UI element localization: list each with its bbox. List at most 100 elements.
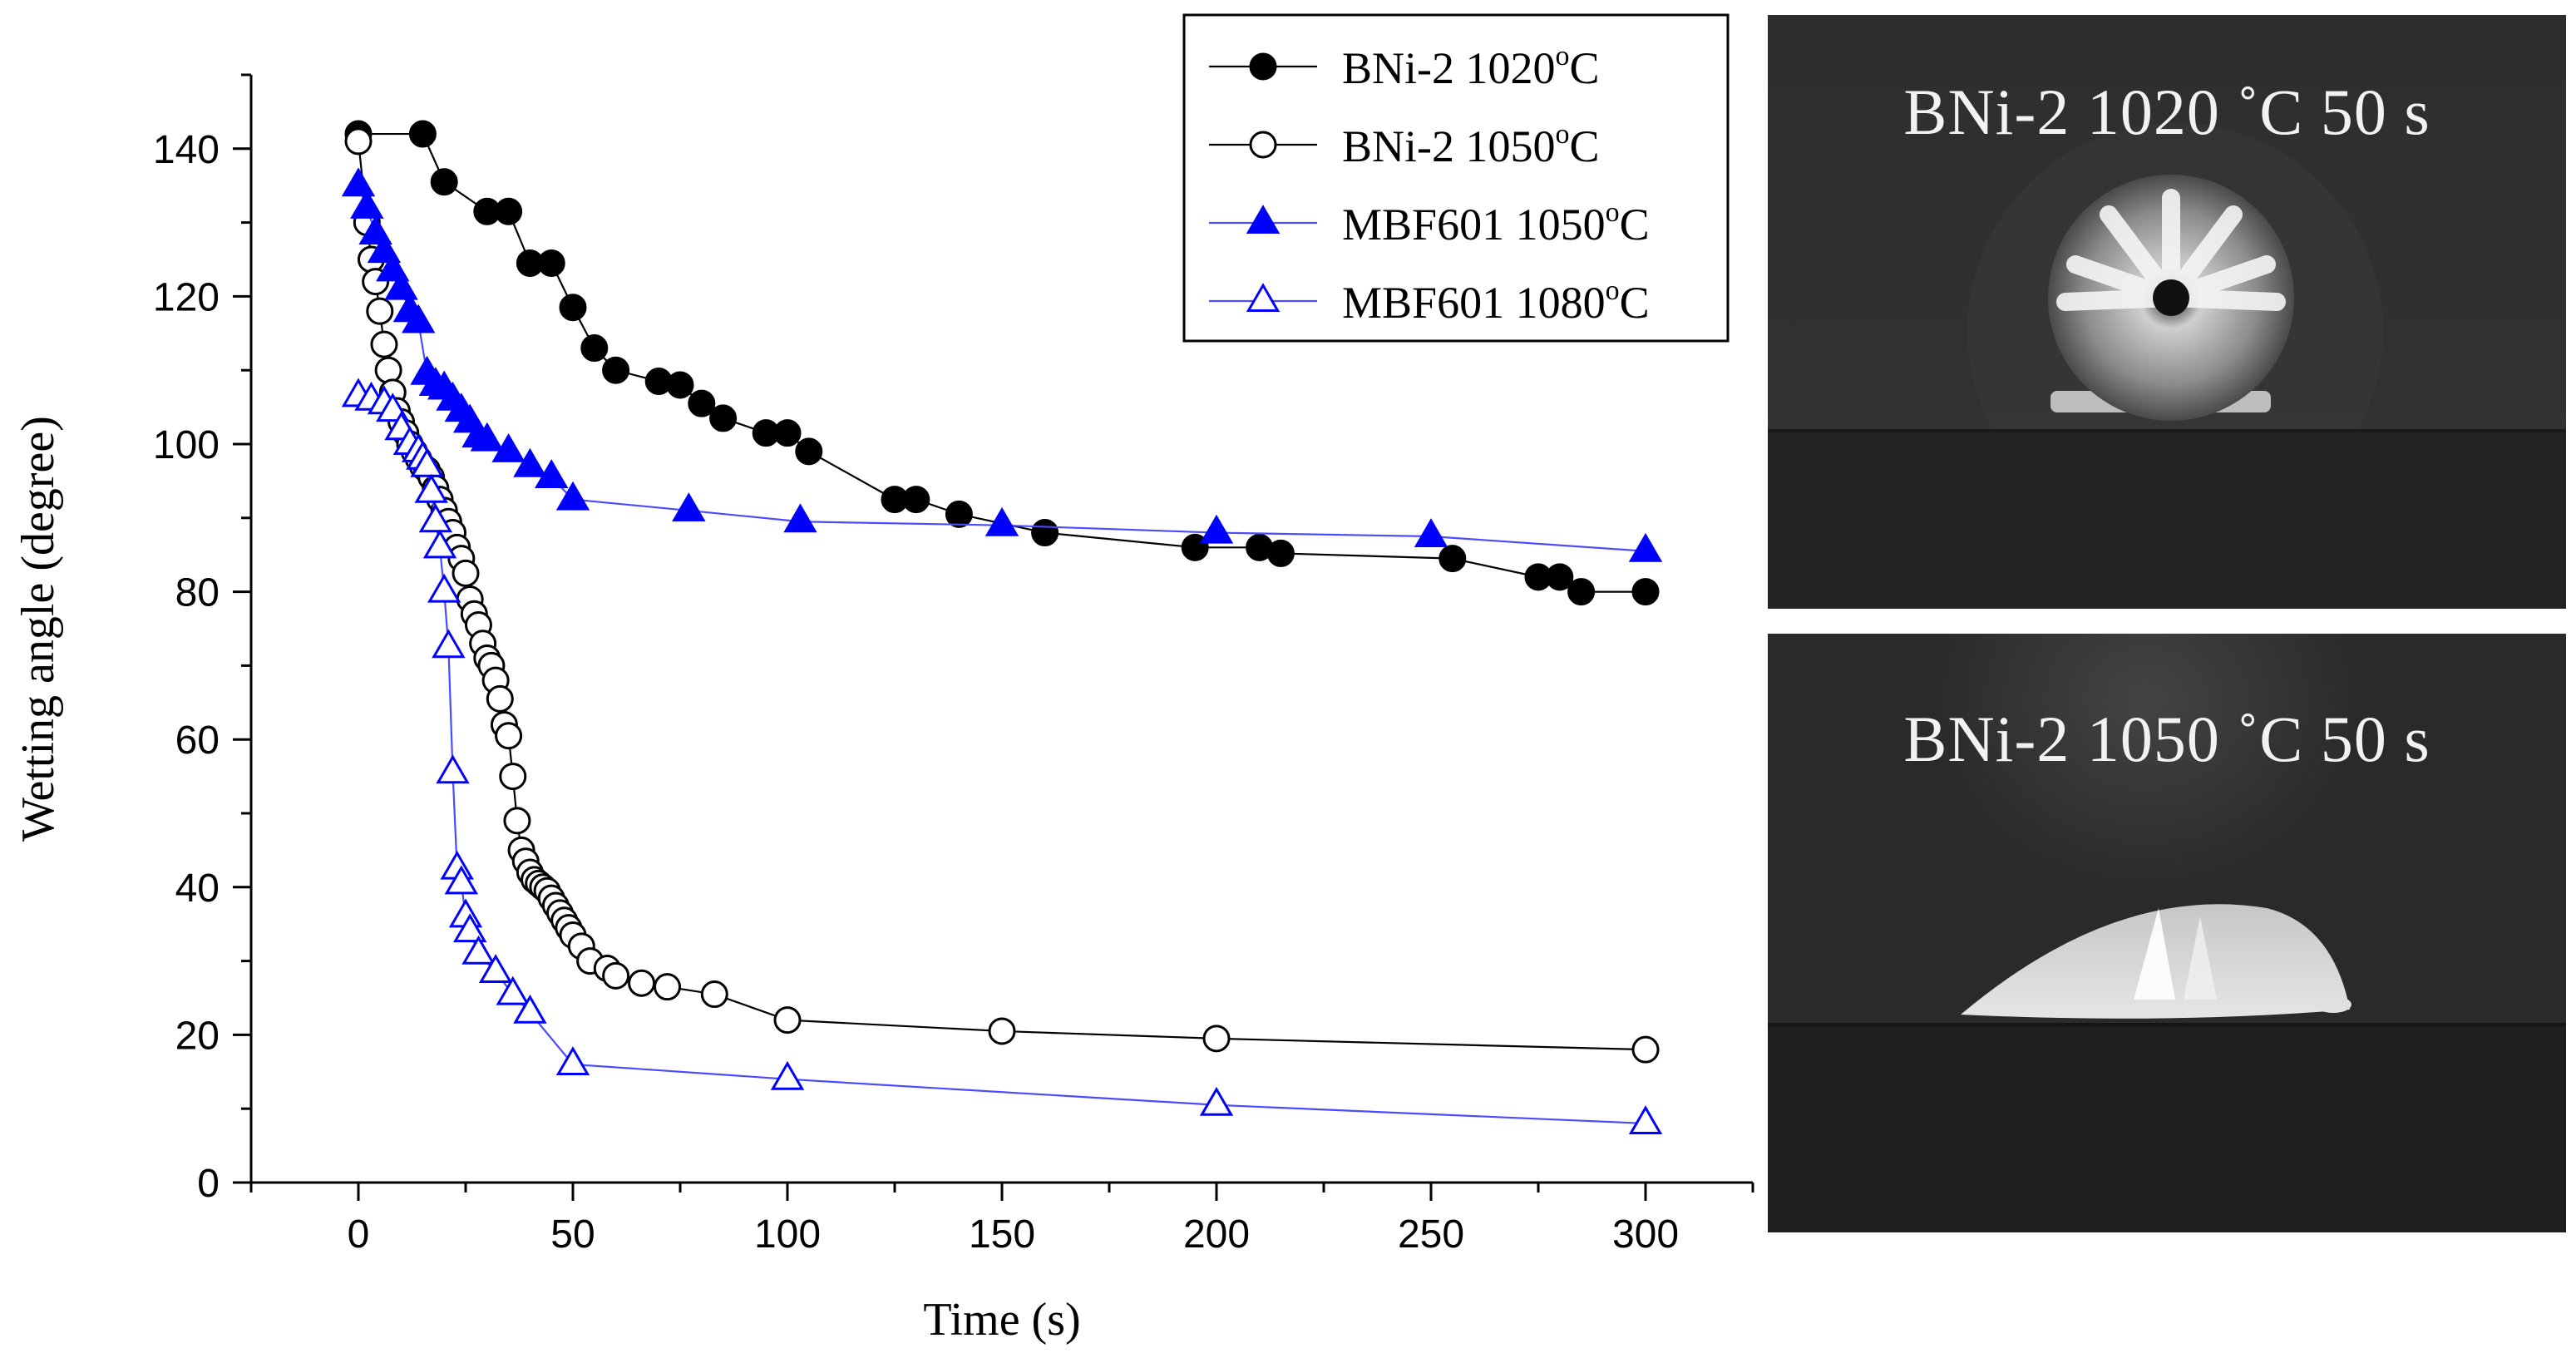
data-point (366, 297, 394, 325)
data-point (1567, 578, 1596, 606)
data-point (350, 189, 384, 219)
data-point (902, 486, 930, 514)
data-point (783, 503, 817, 533)
data-point (1199, 514, 1234, 544)
legend-label: MBF601 1050oC (1342, 197, 1650, 249)
data-point (1202, 1025, 1231, 1053)
y-tick-label: 80 (175, 571, 220, 615)
data-point (452, 913, 487, 943)
data-point (370, 330, 398, 358)
series-0 (344, 120, 1660, 606)
series-layer (341, 120, 1663, 1135)
legend-item: MBF601 1080oC (1209, 275, 1650, 328)
data-point (486, 684, 514, 713)
y-axis-title: Wetting angle (degree) (12, 416, 64, 842)
data-point (414, 473, 448, 503)
data-point (499, 763, 527, 791)
data-point (410, 447, 444, 477)
data-point (559, 294, 587, 322)
data-point (341, 167, 376, 197)
legend-marker (1246, 283, 1281, 313)
data-point (1546, 563, 1574, 591)
data-point (436, 754, 470, 784)
data-point (555, 481, 590, 511)
legend-item: MBF601 1050oC (1209, 197, 1650, 249)
photo-label-1050: BNi-2 1050 ˚C 50 s (1903, 703, 2430, 775)
data-point (430, 168, 458, 196)
y-tick-label: 20 (175, 1014, 220, 1058)
data-point (602, 961, 630, 990)
y-tick-label: 140 (153, 128, 220, 172)
data-point (602, 356, 630, 384)
y-tick-label: 100 (153, 423, 220, 467)
x-tick-label: 200 (1183, 1212, 1250, 1257)
data-point (1631, 1035, 1660, 1064)
x-tick-label: 50 (550, 1212, 595, 1257)
x-axis-title: Time (s) (923, 1294, 1080, 1346)
data-point (418, 503, 453, 533)
data-point (1631, 578, 1660, 606)
data-point (513, 994, 547, 1024)
data-point (384, 270, 418, 300)
data-point (773, 419, 802, 447)
data-point (988, 1017, 1016, 1045)
data-point (580, 334, 609, 363)
data-point (513, 447, 547, 477)
data-point (985, 506, 1019, 536)
data-point (1628, 532, 1663, 562)
data-point (1628, 1105, 1663, 1135)
y-tick-label: 40 (175, 867, 220, 911)
data-point (537, 249, 565, 277)
data-point (1199, 1086, 1234, 1116)
data-point (688, 389, 716, 417)
legend-label: MBF601 1080oC (1342, 275, 1650, 328)
data-point (709, 404, 738, 432)
data-point (496, 975, 530, 1005)
y-tick-label: 0 (197, 1162, 220, 1206)
series-line (358, 395, 1646, 1125)
data-point (770, 1060, 805, 1090)
legend-marker (1249, 131, 1277, 159)
data-point (374, 356, 402, 384)
x-tick-label: 150 (969, 1212, 1035, 1257)
axes: 0 50 100 150 200 250 300 0 20 40 60 80 100 120 140 Time… (12, 73, 1754, 1346)
data-point (461, 935, 496, 965)
series-3 (341, 378, 1663, 1135)
data-point (427, 573, 461, 603)
data-point (470, 422, 505, 452)
data-point (1439, 545, 1467, 573)
legend-item: BNi-2 1050oC (1209, 119, 1600, 171)
droplet-image-1050 (1768, 634, 2566, 1232)
x-tick-label: 300 (1612, 1212, 1679, 1257)
data-point (495, 197, 523, 225)
legend-marker (1246, 205, 1281, 235)
data-point (503, 807, 531, 835)
x-tick-label: 100 (754, 1212, 821, 1257)
data-point (945, 500, 973, 528)
data-point (344, 127, 373, 156)
data-point (666, 371, 694, 399)
legend-marker (1249, 52, 1277, 81)
legend-item: BNi-2 1020oC (1209, 41, 1600, 93)
data-point (422, 529, 457, 559)
photo-label-1020: BNi-2 1020 ˚C 50 s (1903, 76, 2430, 148)
data-point (654, 973, 682, 1001)
data-point (555, 1046, 590, 1075)
data-point (1031, 519, 1059, 547)
photo-bni2-1050: BNi-2 1050 ˚C 50 s (1768, 634, 2566, 1232)
y-tick-label: 120 (153, 275, 220, 319)
data-point (534, 459, 569, 489)
droplet-image-1020 (1768, 15, 2566, 609)
series-2 (341, 167, 1663, 562)
data-point (444, 865, 479, 895)
x-tick-label: 250 (1398, 1212, 1464, 1257)
data-point (1414, 518, 1448, 548)
data-point (402, 304, 436, 333)
data-point (432, 629, 466, 659)
legend: BNi-2 1020oC BNi-2 1050oC MBF601 1050oC MBF… (1182, 13, 1730, 343)
data-point (452, 559, 480, 587)
data-point (408, 120, 437, 148)
data-point (478, 954, 513, 983)
legend-label: BNi-2 1050oC (1342, 119, 1600, 171)
data-point (773, 1006, 802, 1035)
